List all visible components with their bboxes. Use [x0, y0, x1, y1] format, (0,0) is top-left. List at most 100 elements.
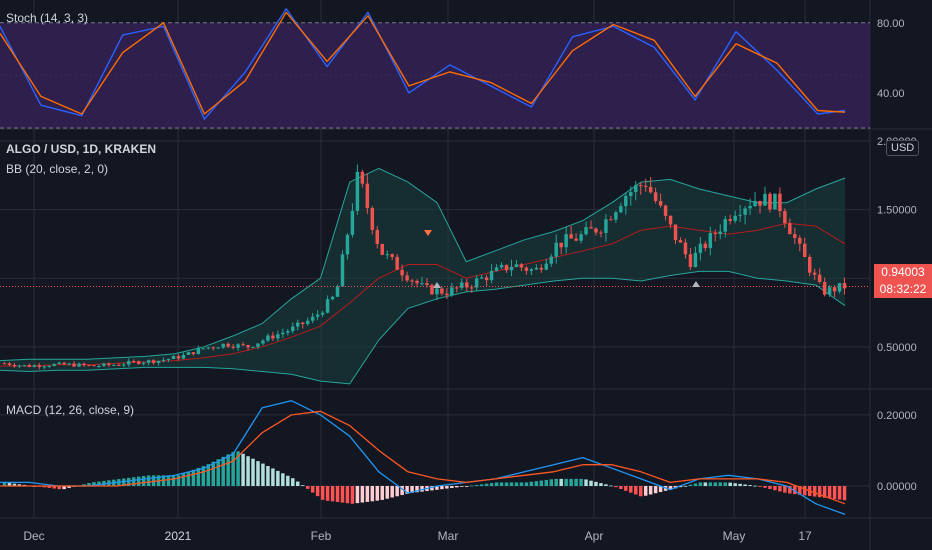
price-legend-title[interactable]: ALGO / USD, 1D, KRAKEN	[6, 142, 156, 156]
candle-body	[658, 200, 663, 206]
candle-body	[758, 200, 762, 206]
candle-body	[32, 365, 37, 367]
candle-body	[718, 231, 722, 235]
macd-y-tick: 0.20000	[877, 410, 917, 422]
candle-body	[534, 267, 539, 270]
candle-body	[291, 326, 295, 332]
candle-body	[425, 283, 429, 286]
candle-body	[653, 192, 658, 201]
macd-histogram-bar	[97, 481, 101, 486]
bb-lower-line	[0, 270, 846, 385]
candle-body	[206, 347, 211, 349]
macd-histogram-bar	[653, 486, 658, 494]
candle-body	[415, 280, 419, 284]
candle-body	[112, 364, 116, 366]
macd-histogram-bar	[489, 483, 494, 486]
candle-body	[296, 322, 300, 327]
candle-body	[783, 210, 787, 224]
macd-histogram-bar	[266, 466, 270, 486]
candle-body	[256, 343, 260, 347]
candle-body	[375, 229, 380, 244]
candle-body	[161, 359, 166, 361]
candle-body	[663, 205, 668, 216]
candle-body	[554, 242, 558, 257]
candle-body	[504, 264, 509, 271]
candle-body	[310, 316, 315, 321]
candle-body	[499, 264, 504, 268]
macd-histogram-bar	[350, 486, 355, 504]
stoch-legend[interactable]: Stoch (14, 3, 3)	[6, 11, 89, 25]
macd-histogram-bar	[479, 484, 484, 486]
macd-histogram-bar	[564, 478, 568, 486]
macd-histogram-bar	[460, 486, 464, 487]
macd-histogram-bar	[226, 454, 230, 486]
candle-body	[360, 171, 365, 184]
macd-histogram-bar	[410, 486, 414, 493]
candle-body	[67, 363, 71, 365]
macd-histogram-bar	[519, 482, 524, 486]
currency-badge[interactable]: USD	[886, 140, 920, 156]
candle-body	[27, 365, 32, 367]
macd-histogram-bar	[430, 486, 434, 491]
macd-histogram-bar	[455, 486, 459, 488]
macd-histogram-bar	[221, 456, 225, 486]
macd-histogram-bar	[708, 482, 713, 486]
macd-histogram-bar	[310, 486, 315, 493]
macd-histogram-bar	[589, 480, 593, 486]
macd-histogram-bar	[584, 479, 588, 486]
macd-histogram-bar	[788, 486, 792, 494]
macd-histogram-bar	[281, 473, 285, 486]
candle-body	[803, 243, 807, 257]
macd-legend[interactable]: MACD (12, 26, close, 9)	[6, 403, 135, 417]
symbol-title: ALGO / USD, 1D, KRAKEN	[6, 142, 157, 156]
candle-body	[778, 193, 782, 211]
macd-histogram-bar	[778, 486, 782, 492]
candle-body	[812, 272, 817, 275]
macd-histogram-bar	[440, 486, 444, 490]
macd-histogram-bar	[534, 481, 539, 486]
macd-histogram-bar	[435, 486, 439, 490]
candle-body	[599, 232, 603, 234]
candle-body	[465, 282, 469, 288]
candle-body	[276, 334, 280, 339]
candle-body	[191, 352, 196, 355]
candle-body	[484, 277, 489, 281]
marker-down-icon	[424, 230, 432, 236]
candle-body	[141, 362, 146, 364]
macd-histogram-bar	[574, 478, 578, 486]
last-price-tag: 0.94003	[874, 264, 932, 281]
bb-basis-line	[0, 222, 846, 367]
bb-legend[interactable]: BB (20, close, 2, 0)	[6, 162, 109, 176]
macd-histogram-bar	[738, 483, 742, 486]
macd-histogram-bar	[723, 482, 727, 486]
candle-body	[624, 195, 628, 207]
macd-histogram-bar	[569, 478, 573, 486]
macd-histogram-bar	[474, 484, 479, 486]
candle-body	[524, 267, 529, 271]
candle-body	[479, 277, 484, 279]
candle-body	[703, 243, 708, 249]
macd-histogram-bar	[211, 461, 215, 486]
candle-body	[166, 358, 171, 360]
candle-body	[380, 243, 384, 255]
candle-body	[489, 270, 494, 281]
macd-histogram-bar	[758, 486, 762, 487]
candle-body	[52, 363, 56, 366]
candle-body	[619, 206, 623, 213]
macd-histogram-bar	[315, 486, 320, 497]
candle-body	[474, 278, 479, 288]
macd-histogram-bar	[812, 486, 817, 497]
macd-histogram-bar	[549, 479, 553, 486]
candle-body	[683, 242, 688, 255]
macd-histogram-bar	[798, 486, 802, 495]
candle-body	[231, 346, 235, 348]
macd-histogram-bar	[773, 486, 777, 491]
macd-histogram-bar	[559, 478, 563, 486]
candle-body	[395, 256, 399, 270]
macd-histogram-bar	[216, 459, 220, 486]
candle-body	[97, 366, 101, 368]
candle-body	[738, 214, 742, 216]
stoch-y-tick: 80.00	[877, 18, 905, 30]
